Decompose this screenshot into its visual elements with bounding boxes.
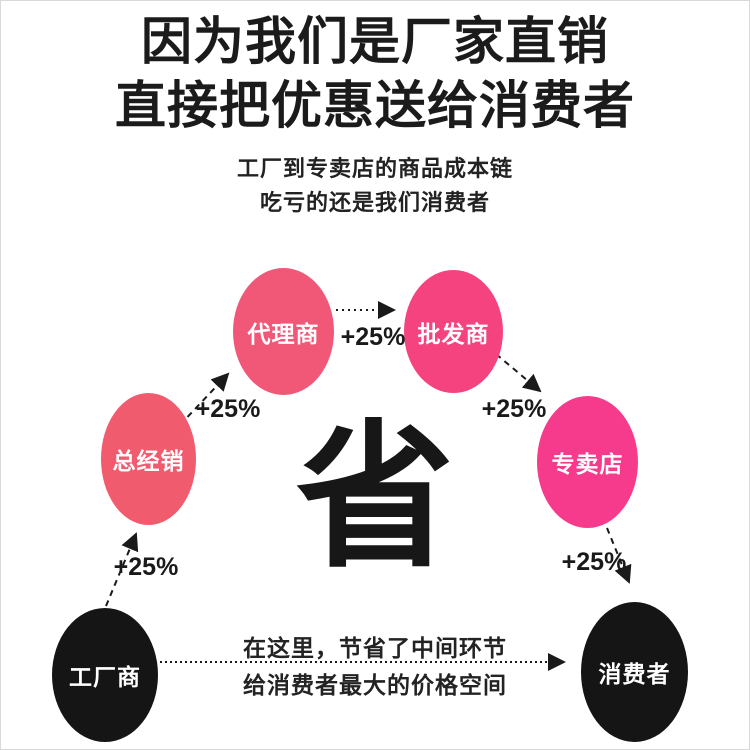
node-factory: 工厂商 [52, 608, 158, 742]
markup-label-store-consumer: +25% [561, 548, 627, 576]
node-general-distributor-label: 总经销 [112, 448, 185, 474]
node-consumer: 消费者 [581, 602, 688, 742]
title-line-2: 直接把优惠送给消费者 [114, 77, 635, 134]
node-wholesaler-label: 批发商 [417, 320, 490, 347]
markup-label-agent-wholesaler: +25% [340, 323, 406, 351]
page-subtitle: 工厂到专卖店的商品成本链 吃亏的还是我们消费者 [0, 152, 750, 220]
node-general-distributor: 总经销 [101, 393, 196, 525]
node-agent: 代理商 [233, 268, 334, 395]
page-title: 因为我们是厂家直销 直接把优惠送给消费者 [0, 10, 750, 138]
save-character: 省 [296, 410, 454, 586]
node-specialty-store: 专卖店 [537, 396, 638, 528]
subtitle-line-2: 吃亏的还是我们消费者 [259, 190, 490, 215]
markup-label-distributor-agent: +25% [195, 395, 261, 423]
bottom-note: 在这里，节省了中间环节 给消费者最大的价格空间 [0, 630, 750, 704]
node-wholesaler: 批发商 [404, 270, 503, 393]
markup-label-wholesaler-store: +25% [481, 395, 547, 423]
bottom-note-line-1: 在这里，节省了中间环节 [243, 635, 507, 661]
bottom-note-line-2: 给消费者最大的价格空间 [243, 672, 507, 698]
node-agent-label: 代理商 [247, 320, 320, 347]
title-line-1: 因为我们是厂家直销 [140, 13, 609, 70]
node-factory-label: 工厂商 [69, 664, 141, 690]
node-consumer-label: 消费者 [598, 661, 671, 687]
markup-label-factory-distributor: +25% [113, 553, 179, 581]
node-specialty-store-label: 专卖店 [551, 451, 624, 477]
subtitle-line-1: 工厂到专卖店的商品成本链 [236, 156, 513, 181]
